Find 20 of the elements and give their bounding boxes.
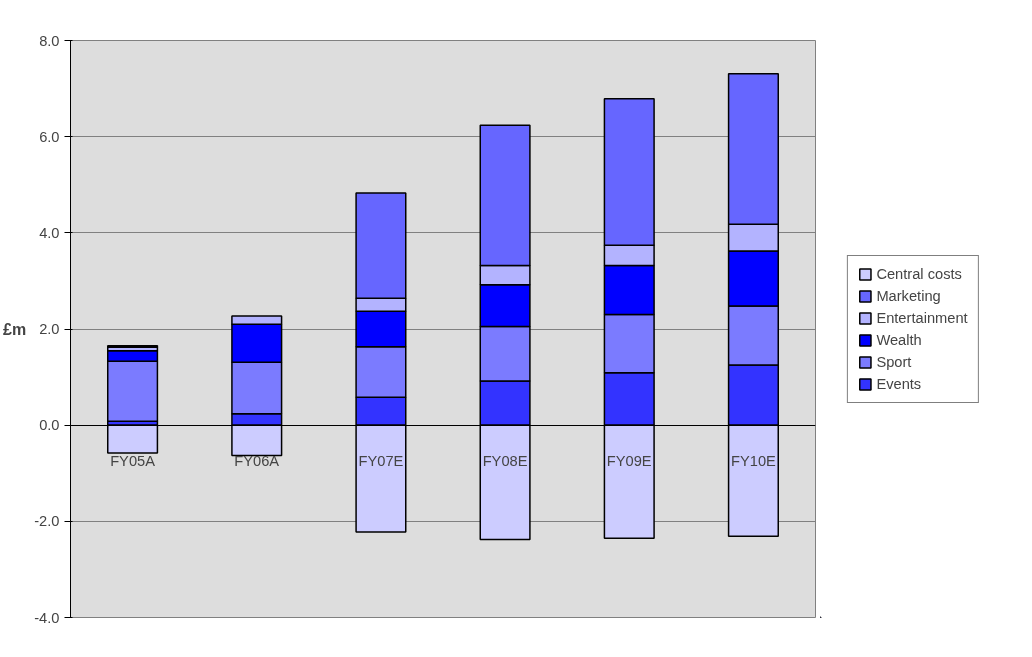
legend-label: Central costs bbox=[876, 265, 962, 282]
x-tick-label: FY10E bbox=[731, 453, 777, 470]
legend-label: Entertainment bbox=[876, 309, 968, 326]
legend-label: Sport bbox=[876, 353, 912, 370]
legend-label: Wealth bbox=[876, 331, 922, 348]
y-tick-label: 2.0 bbox=[39, 321, 60, 337]
y-tick-label: -4.0 bbox=[34, 609, 60, 626]
y-tick-label: 4.0 bbox=[39, 224, 60, 241]
x-tick-label: FY06A bbox=[234, 453, 280, 470]
legend-label: Marketing bbox=[876, 287, 941, 304]
x-tick-label: FY08E bbox=[482, 453, 528, 470]
y-tick-label: -2.0 bbox=[34, 513, 60, 530]
y-tick-label: 6.0 bbox=[39, 128, 60, 145]
y-tick-label: 0.0 bbox=[39, 417, 60, 434]
legend-label: Events bbox=[876, 375, 922, 392]
x-tick-label: FY09E bbox=[606, 453, 652, 470]
x-tick-label: FY07E bbox=[358, 453, 404, 470]
y-axis-title: £m bbox=[3, 320, 27, 338]
y-tick-label: 8.0 bbox=[39, 32, 60, 49]
x-tick-label: FY05A bbox=[110, 453, 156, 470]
